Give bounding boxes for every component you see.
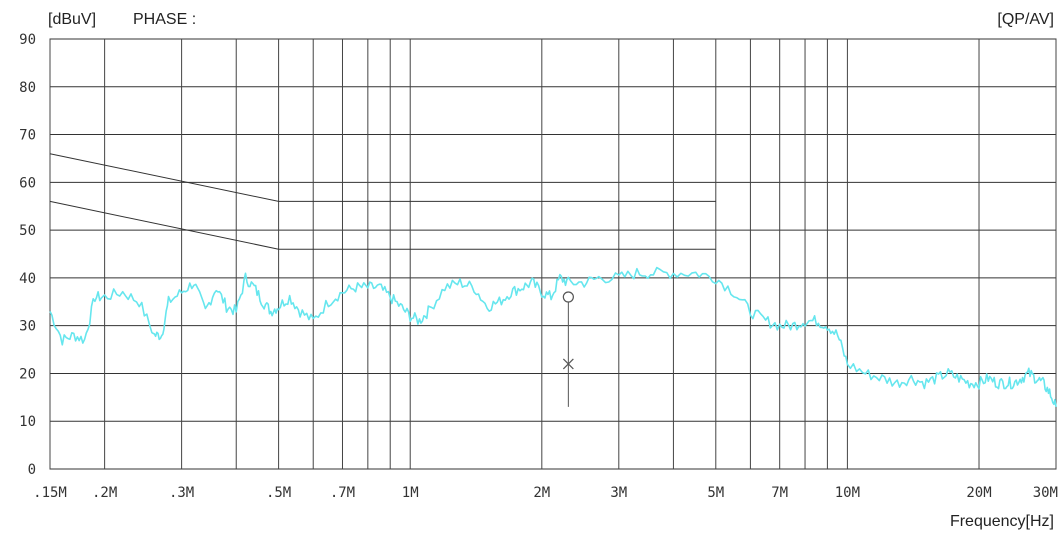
limit-layer <box>49 153 716 250</box>
y-tick-label: 60 <box>19 175 36 191</box>
plot-frame <box>49 38 1057 470</box>
av-marker-cross <box>562 358 574 370</box>
x-tick-label: .7M <box>330 485 355 501</box>
x-tick-label: .3M <box>169 485 194 501</box>
y-tick-label: 30 <box>19 319 36 335</box>
x-tick-label: 5M <box>707 485 724 501</box>
grid-layer <box>49 38 1057 470</box>
x-tick-label: 2M <box>533 485 550 501</box>
y-tick-label: 10 <box>19 414 36 430</box>
y-unit-label: [dBuV] <box>48 11 97 28</box>
y-tick-label: 0 <box>28 462 36 478</box>
limit-line <box>49 153 716 202</box>
x-tick-label: .5M <box>266 485 291 501</box>
y-tick-label: 70 <box>19 128 36 144</box>
x-tick-label: 30M <box>1033 485 1058 501</box>
y-tick-label: 20 <box>19 366 36 382</box>
x-tick-label: .2M <box>92 485 117 501</box>
x-tick-label: 7M <box>771 485 788 501</box>
series-layer <box>49 266 1057 408</box>
limit-line <box>49 200 716 250</box>
y-tick-label: 50 <box>19 223 36 239</box>
qp-marker-circle <box>562 291 574 303</box>
x-axis-label: Frequency[Hz] <box>949 513 1054 530</box>
phase-label: PHASE : <box>133 11 197 28</box>
y-tick-label: 40 <box>19 271 36 287</box>
x-tick-label: 1M <box>402 485 419 501</box>
x-tick-labels: .15M .2M .3M .5M .7M 1M 2M 3M 5M 7M 10M 20M 30M <box>33 485 1058 501</box>
marker-layer <box>562 291 574 407</box>
x-tick-label: 3M <box>610 485 627 501</box>
x-tick-label: 20M <box>966 485 991 501</box>
emission-trace <box>49 266 1057 408</box>
x-tick-label: 10M <box>835 485 860 501</box>
detector-label: [QP/AV] <box>997 11 1054 28</box>
y-tick-labels: 0 10 20 30 40 50 60 70 80 90 <box>19 32 36 478</box>
y-tick-label: 80 <box>19 80 36 96</box>
x-tick-label: .15M <box>33 485 67 501</box>
y-tick-label: 90 <box>19 32 36 48</box>
